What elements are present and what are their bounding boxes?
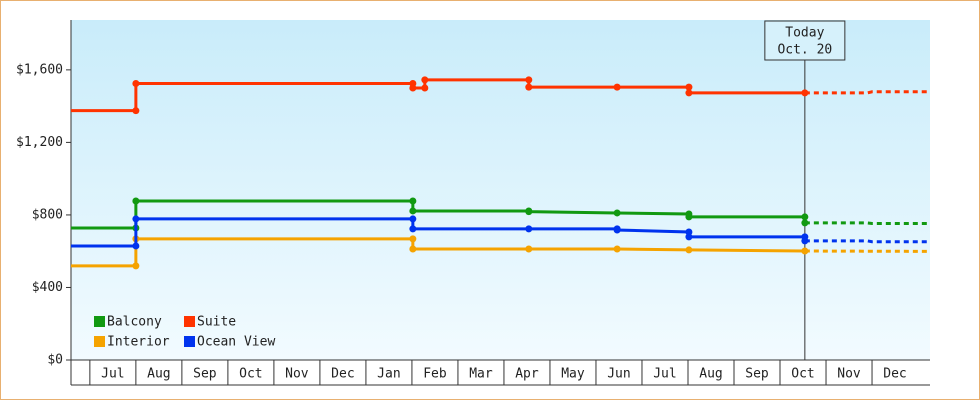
price-point: [421, 84, 429, 92]
price-point: [613, 245, 621, 253]
price-point: [613, 209, 621, 217]
x-tick-label: Jan: [377, 367, 400, 382]
y-tick-label: $1,600: [16, 62, 63, 77]
y-tick-label: $0: [47, 353, 63, 368]
x-tick-label: Aug: [147, 367, 170, 382]
x-tick-label: Oct: [791, 367, 814, 382]
y-tick-label: $400: [32, 280, 63, 295]
legend-swatch: [184, 336, 195, 347]
x-tick-label: Nov: [837, 367, 861, 382]
price-point: [132, 242, 140, 250]
x-tick-label: Oct: [239, 367, 262, 382]
price-point: [132, 262, 140, 270]
legend-label: Suite: [197, 315, 236, 330]
price-point: [685, 89, 693, 97]
price-point: [525, 76, 533, 84]
forecast-line: [804, 221, 930, 225]
price-point: [409, 84, 417, 92]
legend-label: Interior: [107, 335, 170, 350]
price-point: [525, 83, 533, 91]
forecast-line: [804, 90, 930, 95]
price-point: [801, 237, 809, 245]
price-point: [801, 247, 809, 255]
x-tick-label: Dec: [331, 367, 354, 382]
x-tick-label: Dec: [883, 367, 906, 382]
x-tick-label: Feb: [423, 367, 447, 382]
price-point: [409, 235, 417, 243]
plot-background: [71, 20, 930, 360]
price-point: [685, 228, 693, 236]
forecast-line: [804, 239, 930, 244]
today-box: [764, 20, 846, 61]
price-point: [685, 246, 693, 254]
legend-swatch: [184, 316, 195, 327]
price-point: [132, 197, 140, 205]
price-point: [685, 213, 693, 221]
price-point: [525, 208, 533, 216]
price-point: [613, 83, 621, 91]
legend-swatch: [94, 336, 105, 347]
x-tick-label: Jul: [101, 367, 124, 382]
x-tick-label: Mar: [469, 367, 493, 382]
price-point: [132, 215, 140, 223]
price-line: [71, 217, 807, 248]
x-tick-label: Jun: [607, 367, 630, 382]
price-point: [801, 89, 809, 97]
legend-label: Ocean View: [197, 335, 275, 350]
today-label: Oct. 20: [777, 43, 832, 58]
x-tick-label: May: [561, 367, 585, 382]
x-tick-label: Jul: [653, 367, 676, 382]
price-point: [525, 245, 533, 253]
price-point: [525, 225, 533, 233]
price-point: [613, 226, 621, 234]
price-point: [409, 207, 417, 215]
price-point: [409, 225, 417, 233]
price-point: [409, 215, 417, 223]
y-tick-label: $800: [32, 207, 63, 222]
y-tick-label: $1,200: [16, 135, 63, 150]
price-point: [801, 219, 809, 227]
today-label: Today: [785, 26, 824, 41]
price-point: [685, 233, 693, 241]
price-point: [421, 76, 429, 84]
price-point: [132, 107, 140, 115]
price-point: [409, 245, 417, 253]
price-point: [801, 213, 809, 221]
x-tick-label: Nov: [285, 367, 309, 382]
legend-label: Balcony: [107, 315, 162, 330]
x-tick-label: Apr: [515, 367, 539, 382]
price-point: [685, 83, 693, 91]
price-point: [132, 79, 140, 87]
x-tick-label: Sep: [193, 367, 217, 382]
x-tick-label: Aug: [699, 367, 722, 382]
legend-swatch: [94, 316, 105, 327]
price-point: [409, 197, 417, 205]
x-tick-label: Sep: [745, 367, 769, 382]
